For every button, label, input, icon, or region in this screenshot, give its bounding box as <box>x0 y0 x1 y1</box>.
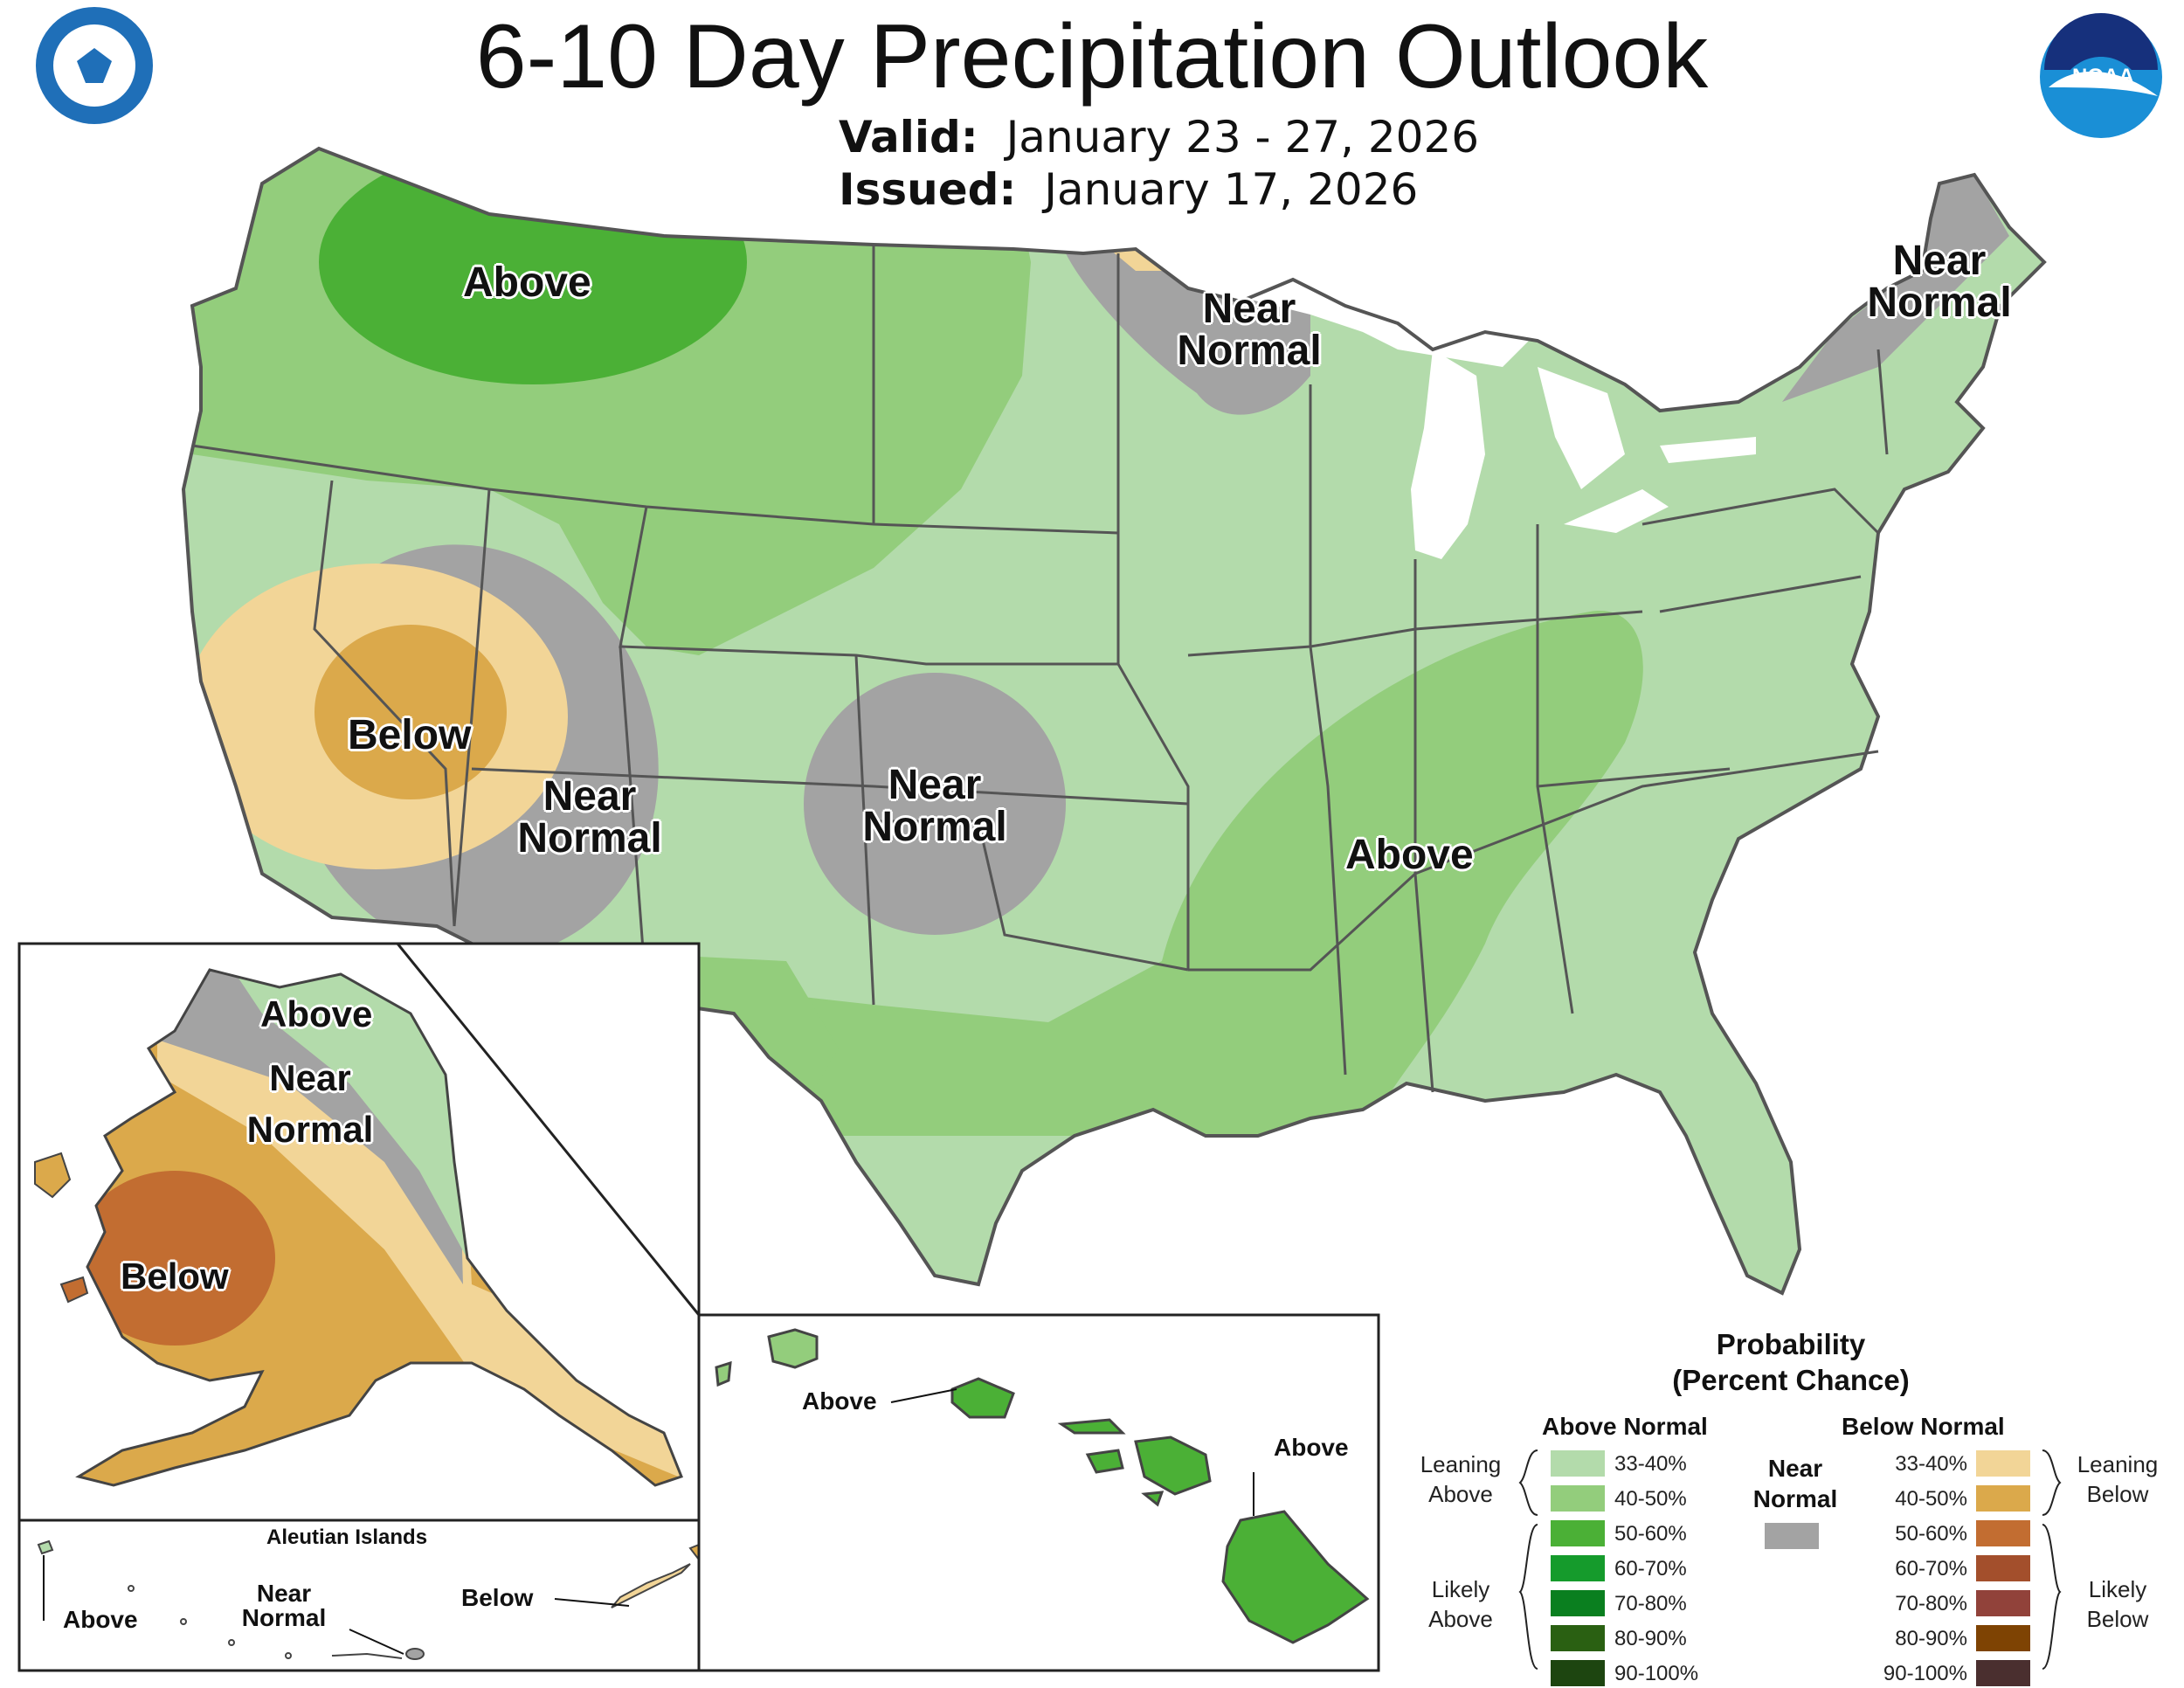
label-plains-near-1: Near <box>888 762 982 808</box>
legend-likely-above-1: Likely <box>1431 1576 1490 1602</box>
label-aleutian-near-1: Near <box>256 1580 312 1607</box>
legend-likely-below: Likely Below <box>2063 1575 2172 1635</box>
label-alaska-near-1: Near <box>269 1057 351 1098</box>
legend-below-label: 40-50% <box>1895 1487 1967 1511</box>
legend-leaning-below-2: Below <box>2086 1480 2149 1507</box>
legend-below-label: 60-70% <box>1895 1557 1967 1581</box>
label-alaska-above: Above <box>260 993 373 1034</box>
legend-near-1: Near <box>1767 1455 1823 1482</box>
legend-below-label: 90-100% <box>1883 1662 1967 1685</box>
label-nevada-near-1: Near <box>543 773 637 820</box>
legend-above-swatch <box>1551 1625 1605 1651</box>
noaa-logo-text: NOAA <box>2072 65 2134 88</box>
label-plains-near: Near Normal <box>847 764 1022 848</box>
legend-leaning-above-2: Above <box>1428 1480 1493 1507</box>
aleutian-title: Aleutian Islands <box>266 1525 428 1549</box>
legend-above-label: 70-80% <box>1614 1592 1687 1615</box>
legend-below-swatch <box>1976 1625 2030 1651</box>
legend-below-label: 70-80% <box>1895 1592 1967 1615</box>
legend-near-2: Normal <box>1752 1485 1838 1512</box>
legend-above-label: 80-90% <box>1614 1627 1687 1650</box>
legend-near-swatch <box>1765 1523 1819 1549</box>
label-northeast-near: Near Normal <box>1852 240 2027 324</box>
legend-leaning-below-1: Leaning <box>2077 1451 2159 1477</box>
legend-above-swatch <box>1551 1520 1605 1546</box>
label-alaska-below: Below <box>121 1256 229 1297</box>
noaa-logo-icon <box>2040 13 2162 138</box>
label-aleutian-near-2: Normal <box>241 1604 327 1631</box>
legend-above-label: 90-100% <box>1614 1662 1699 1685</box>
commerce-seal-icon <box>36 7 153 124</box>
legend-likely-below-2: Below <box>2086 1605 2149 1632</box>
label-northeast-near-2: Normal <box>1867 280 2012 326</box>
legend-below-header: Below Normal <box>1842 1413 2005 1440</box>
legend-above-swatch <box>1551 1555 1605 1581</box>
legend-below-swatch <box>1976 1555 2030 1581</box>
legend-above-label: 60-70% <box>1614 1557 1687 1581</box>
legend-likely-above: Likely Above <box>1406 1575 1515 1635</box>
legend-above-swatch <box>1551 1485 1605 1512</box>
label-alaska-near-2: Normal <box>246 1108 374 1150</box>
legend-likely-below-1: Likely <box>2088 1576 2147 1602</box>
legend-below-label: 80-90% <box>1895 1627 1967 1650</box>
legend-leaning-above: Leaning Above <box>1406 1450 1515 1510</box>
legend-above-header: Above Normal <box>1542 1413 1708 1440</box>
legend-below-swatch <box>1976 1450 2030 1477</box>
legend-near: Near Normal <box>1725 1453 1865 1514</box>
legend-below-swatch <box>1976 1485 2030 1512</box>
label-hawaii-above-west: Above <box>802 1387 877 1415</box>
label-northwest-above: Above <box>463 259 591 306</box>
label-south-above: Above <box>1345 832 1474 878</box>
legend-above-label: 50-60% <box>1614 1522 1687 1546</box>
legend-title-1: Probability <box>1716 1328 1866 1360</box>
legend-below-swatch <box>1976 1660 2030 1686</box>
label-aleutian-near: Near Normal <box>232 1581 336 1630</box>
legend-leaning-above-1: Leaning <box>1420 1451 1502 1477</box>
label-hawaii-above-east: Above <box>1274 1434 1349 1461</box>
legend-title-2: (Percent Chance) <box>1672 1364 1910 1397</box>
valid-line: Valid: January 23 - 27, 2026 <box>839 112 1479 163</box>
label-greatlakes-near-2: Normal <box>1177 328 1322 374</box>
legend-above-label: 33-40% <box>1614 1452 1687 1476</box>
issued-label: Issued: <box>839 164 1017 215</box>
legend-below-swatch <box>1976 1520 2030 1546</box>
legend-below-swatch <box>1976 1590 2030 1616</box>
label-nevada-near: Near Normal <box>502 776 677 860</box>
label-greatlakes-near-1: Near <box>1202 286 1296 332</box>
legend-above-swatch <box>1551 1450 1605 1477</box>
label-california-below: Below <box>348 712 472 758</box>
label-northeast-near-1: Near <box>1892 238 1987 284</box>
label-alaska-near: Near Normal <box>223 1053 397 1156</box>
label-greatlakes-near: Near Normal <box>1162 288 1337 372</box>
label-aleutian-above: Above <box>63 1606 138 1633</box>
label-nevada-near-2: Normal <box>517 815 662 861</box>
legend-leaning-below: Leaning Below <box>2063 1450 2172 1510</box>
valid-date: January 23 - 27, 2026 <box>1006 112 1480 163</box>
label-aleutian-below: Below <box>461 1584 534 1611</box>
legend-likely-above-2: Above <box>1428 1605 1493 1632</box>
label-plains-near-2: Normal <box>862 804 1007 850</box>
legend-title: Probability (Percent Chance) <box>1572 1326 2009 1399</box>
legend-below-label: 50-60% <box>1895 1522 1967 1546</box>
legend-above-swatch <box>1551 1660 1605 1686</box>
legend-above-swatch <box>1551 1590 1605 1616</box>
page-title: 6-10 Day Precipitation Outlook <box>475 6 1709 107</box>
legend-below-label: 33-40% <box>1895 1452 1967 1476</box>
issued-date: January 17, 2026 <box>1044 164 1419 215</box>
valid-label: Valid: <box>839 112 978 163</box>
legend-above-label: 40-50% <box>1614 1487 1687 1511</box>
issued-line: Issued: January 17, 2026 <box>839 164 1418 215</box>
